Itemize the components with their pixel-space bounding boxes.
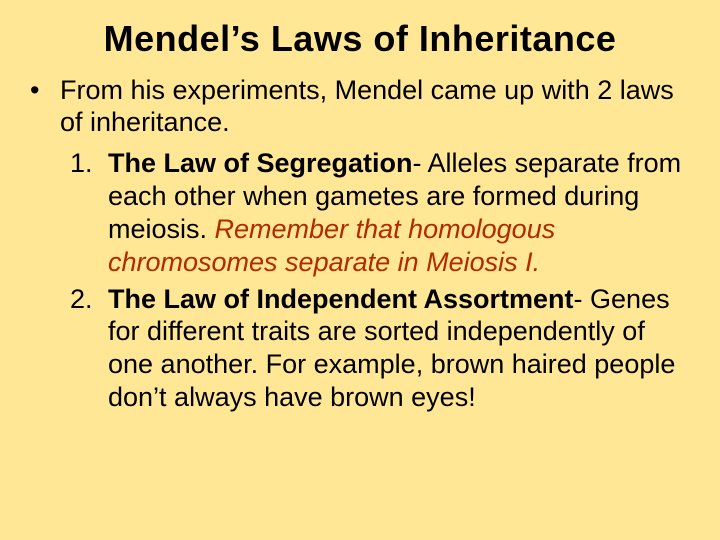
intro-text: From his experiments, Mendel came up wit… (60, 74, 692, 139)
law-2-body: The Law of Independent Assortment- Genes… (108, 283, 692, 415)
law-1-dash: - (413, 148, 428, 178)
list-marker: 2. (70, 283, 108, 415)
law-2-dash: - (574, 284, 591, 314)
law-2-title: The Law of Independent Assortment (108, 284, 574, 314)
bullet-dot-icon: • (28, 74, 60, 139)
numbered-list: 1. The Law of Segregation- Alleles separ… (28, 147, 692, 415)
list-marker: 1. (70, 147, 108, 279)
law-item-2: 2. The Law of Independent Assortment- Ge… (70, 283, 692, 415)
slide-title: Mendel’s Laws of Inheritance (28, 18, 692, 60)
intro-bullet: • From his experiments, Mendel came up w… (28, 74, 692, 139)
law-1-title: The Law of Segregation (108, 148, 413, 178)
slide: Mendel’s Laws of Inheritance • From his … (0, 0, 720, 540)
law-item-1: 1. The Law of Segregation- Alleles separ… (70, 147, 692, 279)
law-1-body: The Law of Segregation- Alleles separate… (108, 147, 692, 279)
